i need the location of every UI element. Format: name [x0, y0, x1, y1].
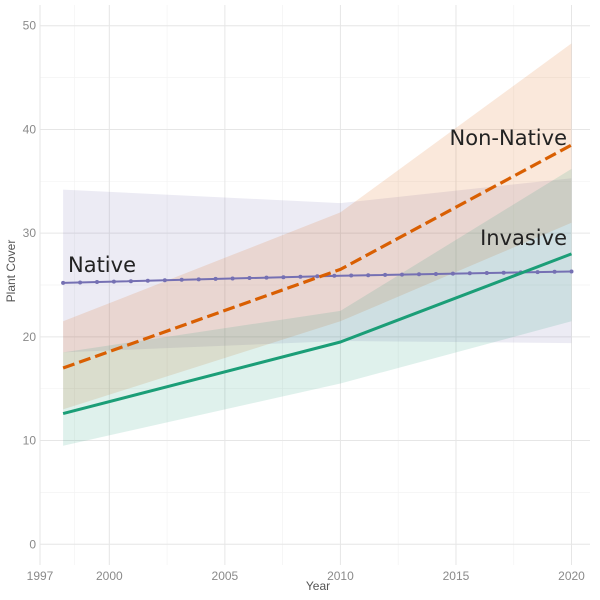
- series-marker-native: [383, 272, 388, 277]
- series-marker-native: [433, 272, 438, 276]
- series-marker-native: [366, 273, 371, 278]
- series-lines: [61, 143, 574, 416]
- series-marker-native: [417, 272, 421, 277]
- series-marker-native: [535, 270, 540, 275]
- x-tick-label: 1997: [27, 569, 54, 583]
- series-marker-native: [281, 275, 286, 280]
- series-line-non-native: [62, 143, 573, 370]
- confidence-bands: [63, 43, 572, 446]
- series-marker-native: [450, 271, 455, 276]
- series-marker-native: [298, 274, 303, 279]
- x-tick-label: 2000: [96, 569, 123, 583]
- series-marker-native: [230, 276, 235, 281]
- series-marker-native: [315, 274, 320, 279]
- y-axis-title: Plant Cover: [4, 240, 18, 303]
- series-marker-native: [332, 273, 337, 278]
- x-tick-label: 2020: [558, 569, 585, 583]
- ci-band-invasive: [63, 168, 572, 446]
- x-tick-label: 2005: [212, 569, 239, 583]
- series-marker-native: [128, 279, 133, 284]
- series-marker-native: [179, 277, 184, 282]
- series-label-native: Native: [68, 253, 136, 277]
- series-marker-native: [213, 276, 218, 281]
- series-marker-native: [247, 276, 252, 280]
- y-tick-label: 20: [23, 330, 37, 344]
- series-label-invasive: Invasive: [480, 226, 567, 250]
- series-marker-native: [111, 279, 116, 284]
- series-marker-native: [552, 269, 557, 274]
- y-tick-label: 40: [23, 122, 37, 136]
- y-tick-label: 0: [29, 537, 36, 551]
- series-marker-native: [349, 273, 354, 278]
- series-label-non-native: Non-Native: [450, 126, 567, 150]
- tick-labels: 0 10 20 30 40 50 1997 2000 2005 2010 2015 2020: [23, 19, 586, 583]
- series-marker-native: [196, 277, 201, 282]
- y-tick-label: 10: [23, 434, 37, 448]
- x-tick-label: 2015: [443, 569, 470, 583]
- series-marker-native: [162, 278, 167, 283]
- y-tick-label: 30: [23, 226, 37, 240]
- ci-band-native: [63, 178, 572, 353]
- series-line-native: [63, 270, 572, 284]
- ci-band-non-native: [63, 43, 572, 410]
- series-marker-native: [78, 280, 83, 285]
- series-marker-native: [484, 271, 489, 275]
- y-tick-label: 50: [23, 19, 37, 33]
- series-marker-native: [501, 270, 506, 275]
- x-tick-label: 2010: [327, 569, 354, 583]
- series-marker-native: [145, 278, 150, 283]
- series-marker-native: [400, 272, 404, 277]
- series-line-invasive: [62, 252, 573, 416]
- series-marker-native: [569, 269, 574, 274]
- series-marker-native: [467, 271, 472, 276]
- series-marker-native: [95, 280, 99, 284]
- x-axis-title: Year: [306, 579, 330, 593]
- gridlines: [39, 5, 590, 565]
- series-marker-native: [264, 275, 269, 280]
- series-marker-native: [61, 280, 66, 285]
